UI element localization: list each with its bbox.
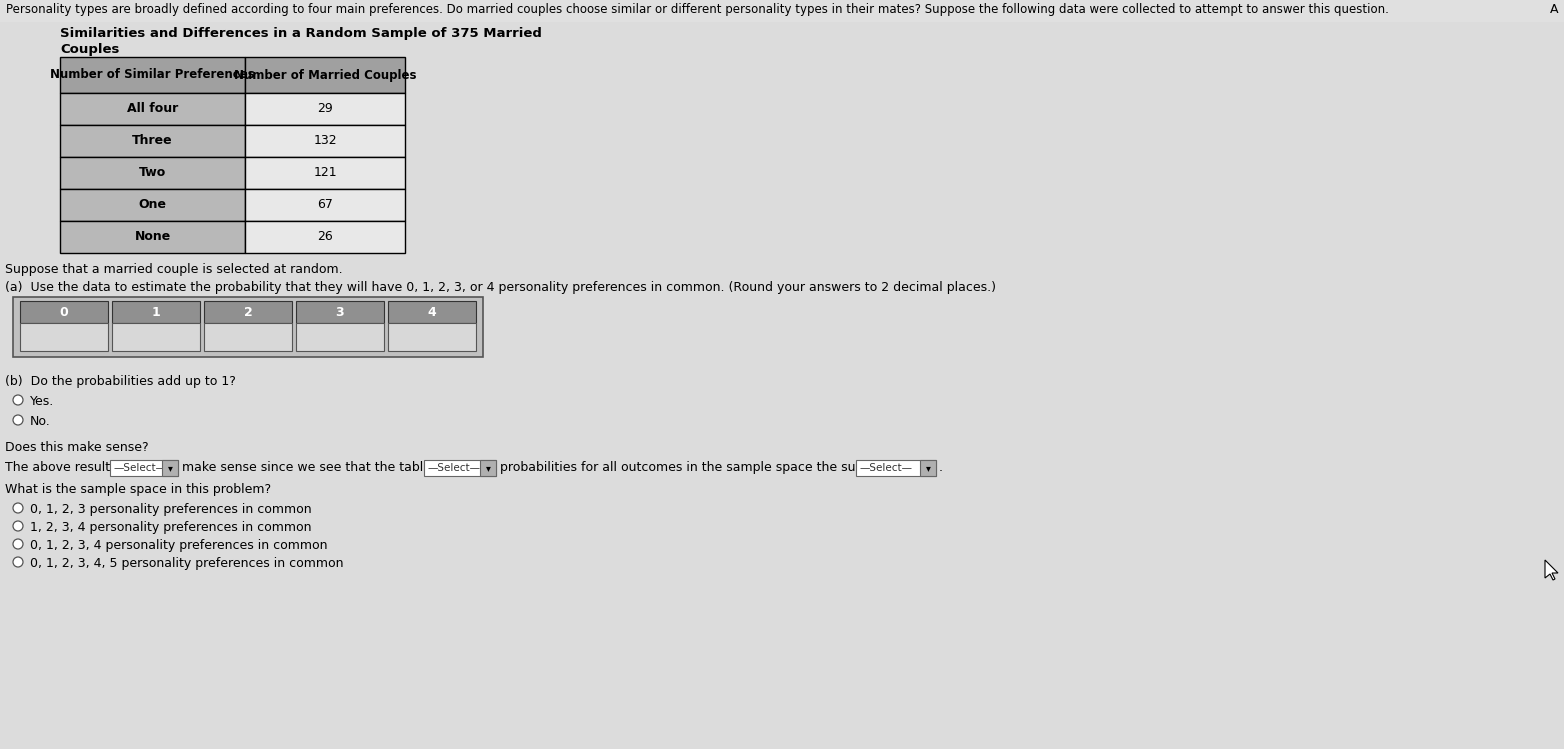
Text: None: None [135,231,170,243]
Bar [246,189,405,221]
Text: One: One [139,198,166,211]
Bar [246,57,405,93]
Bar [203,323,292,351]
Text: No.: No. [30,415,50,428]
Text: Couples: Couples [59,43,119,56]
Text: A: A [1550,3,1558,16]
Polygon shape [1545,560,1558,580]
Text: make sense since we see that the table: make sense since we see that the table [181,461,432,474]
Text: Yes.: Yes. [30,395,55,408]
Text: 67: 67 [317,198,333,211]
Text: 0, 1, 2, 3, 4, 5 personality preferences in common: 0, 1, 2, 3, 4, 5 personality preferences… [30,557,344,570]
Text: .: . [938,461,943,474]
Bar [109,460,178,476]
Text: 26: 26 [317,231,333,243]
Circle shape [13,557,23,567]
Bar [920,460,935,476]
Text: Suppose that a married couple is selected at random.: Suppose that a married couple is selecte… [5,263,343,276]
Text: Does this make sense?: Does this make sense? [5,441,149,454]
Text: All four: All four [127,103,178,115]
Bar [113,301,200,323]
Text: 0: 0 [59,306,69,318]
Text: 29: 29 [317,103,333,115]
Bar [59,189,246,221]
Bar [246,221,405,253]
Text: (b)  Do the probabilities add up to 1?: (b) Do the probabilities add up to 1? [5,375,236,388]
Bar [296,323,385,351]
Text: Number of Married Couples: Number of Married Couples [233,68,416,82]
Text: Personality types are broadly defined according to four main preferences. Do mar: Personality types are broadly defined ac… [6,3,1389,16]
Circle shape [13,395,23,405]
Bar [480,460,496,476]
Text: 1: 1 [152,306,161,318]
Bar [246,125,405,157]
Bar [856,460,935,476]
Circle shape [13,521,23,531]
Text: ▾: ▾ [485,463,491,473]
Bar [296,301,385,323]
Text: —Select—: —Select— [859,463,912,473]
Bar [13,297,483,357]
Circle shape [13,539,23,549]
Text: What is the sample space in this problem?: What is the sample space in this problem… [5,483,271,496]
Text: 4: 4 [427,306,436,318]
Text: 0, 1, 2, 3, 4 personality preferences in common: 0, 1, 2, 3, 4 personality preferences in… [30,539,327,552]
Circle shape [13,503,23,513]
Text: Two: Two [139,166,166,180]
Circle shape [13,415,23,425]
Bar [59,57,246,93]
Bar [246,157,405,189]
Text: 2: 2 [244,306,252,318]
Text: Similarities and Differences in a Random Sample of 375 Married: Similarities and Differences in a Random… [59,27,541,40]
Bar [424,460,496,476]
Bar [59,157,246,189]
Text: The above result: The above result [5,461,109,474]
Bar [246,93,405,125]
Bar [20,301,108,323]
Bar [388,323,475,351]
Text: —Select—: —Select— [113,463,166,473]
Text: 0, 1, 2, 3 personality preferences in common: 0, 1, 2, 3 personality preferences in co… [30,503,311,516]
Text: (a)  Use the data to estimate the probability that they will have 0, 1, 2, 3, or: (a) Use the data to estimate the probabi… [5,281,996,294]
Text: ▾: ▾ [167,463,172,473]
Bar [59,221,246,253]
Text: ▾: ▾ [926,463,931,473]
Bar [20,323,108,351]
Bar [388,301,475,323]
Text: 3: 3 [336,306,344,318]
Text: 132: 132 [313,135,336,148]
Text: 1, 2, 3, 4 personality preferences in common: 1, 2, 3, 4 personality preferences in co… [30,521,311,534]
Text: Three: Three [133,135,172,148]
Bar [59,93,246,125]
Bar [203,301,292,323]
Text: Number of Similar Preferences: Number of Similar Preferences [50,68,255,82]
Text: —Select—: —Select— [427,463,480,473]
Text: 121: 121 [313,166,336,180]
Bar [163,460,178,476]
Text: probabilities for all outcomes in the sample space the sum: probabilities for all outcomes in the sa… [500,461,868,474]
Bar [113,323,200,351]
Bar [59,125,246,157]
Bar [0,0,1564,22]
